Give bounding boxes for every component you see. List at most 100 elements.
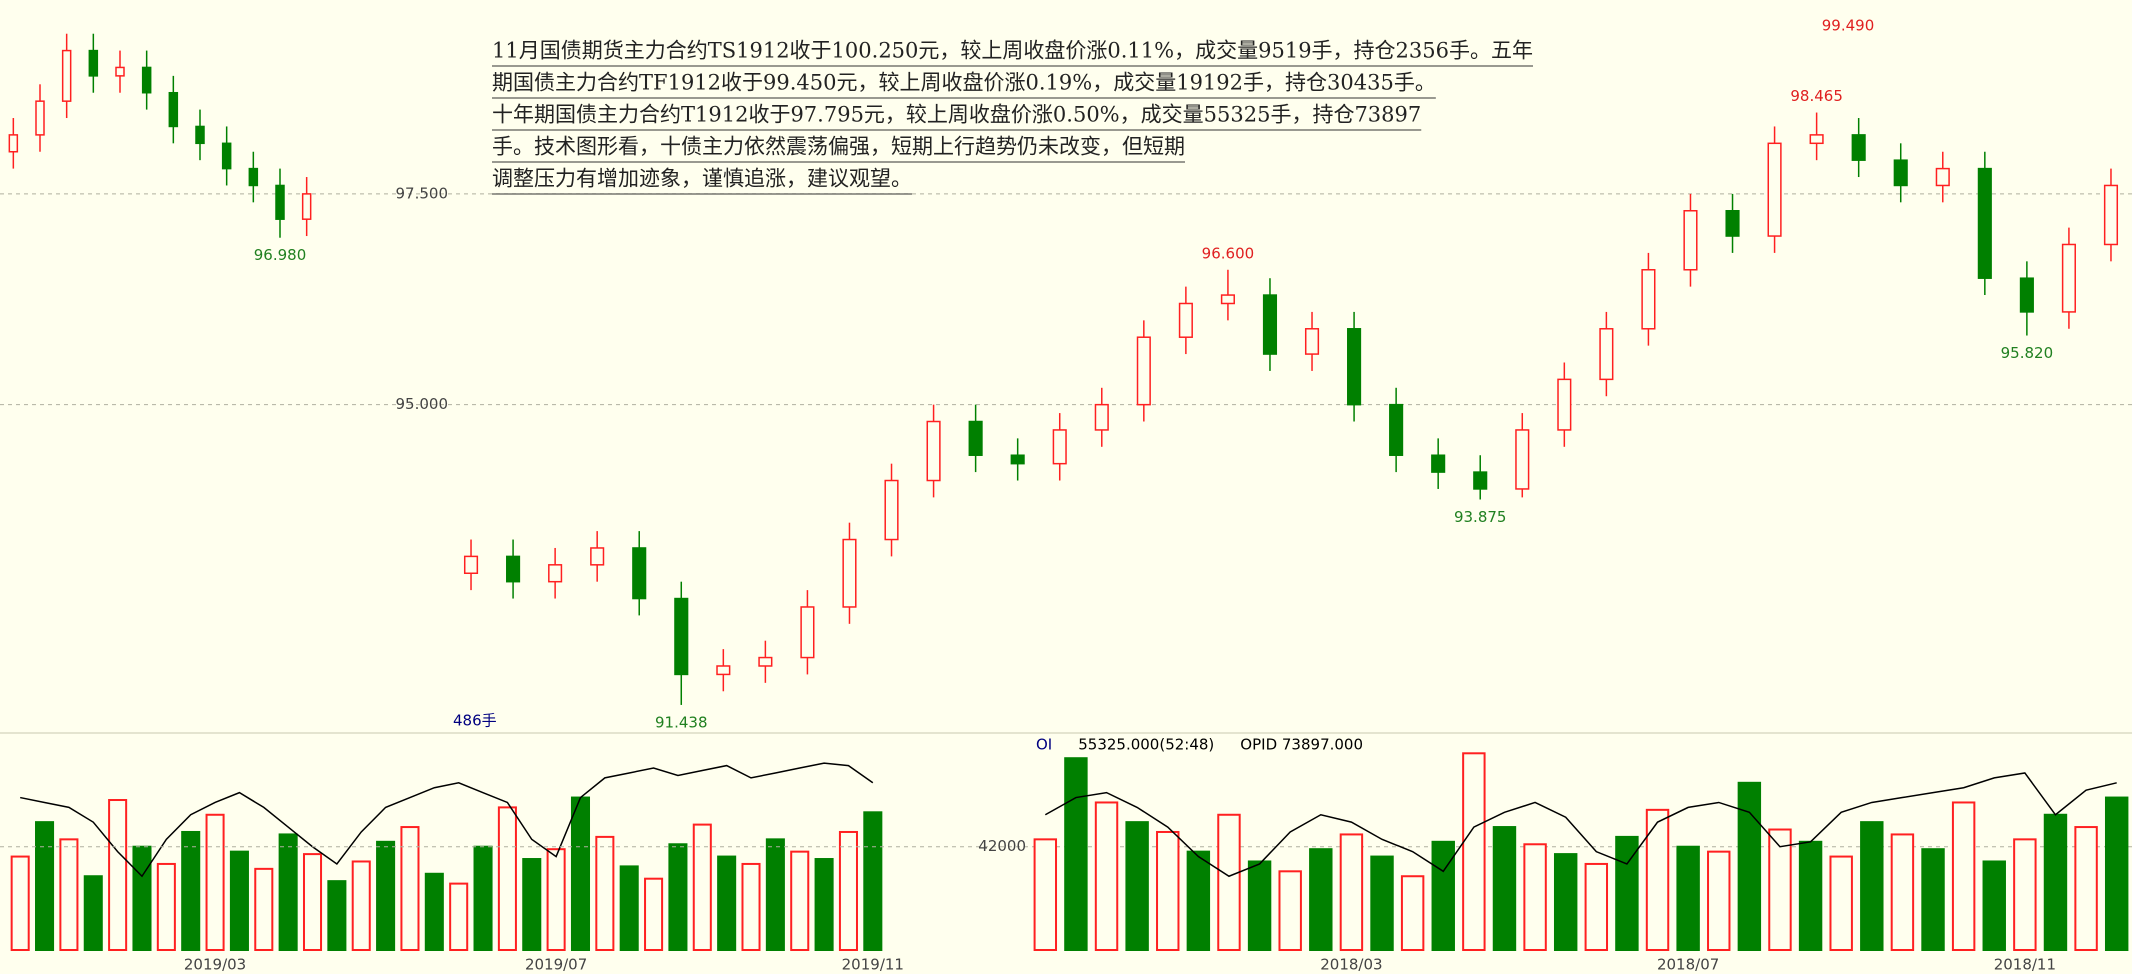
volume-bar (229, 850, 249, 951)
candle-body (1809, 134, 1824, 145)
indicator-header: OI (1036, 736, 1052, 754)
volume-bar (473, 845, 493, 952)
candle-body (221, 142, 232, 170)
volume-bar (1156, 830, 1180, 951)
volume-bar (570, 796, 591, 951)
candle-body (1725, 210, 1740, 237)
volume-bar (1217, 813, 1241, 951)
volume-bar (1737, 781, 1762, 951)
candle-body (195, 125, 205, 145)
candle-body (2103, 184, 2119, 246)
candle-body (115, 66, 125, 77)
volume-bar (1768, 828, 1792, 951)
volume-bar (522, 858, 542, 952)
volume-bar (1064, 757, 1088, 952)
x-tick-label: 2019/11 (842, 956, 904, 974)
volume-bar (2043, 813, 2068, 951)
candle-body (1557, 378, 1572, 431)
candle-body (632, 547, 647, 600)
volume-bar (644, 877, 664, 951)
volume-bar (1553, 853, 1578, 952)
volume-bar (619, 865, 639, 952)
candle-body (1599, 328, 1614, 381)
volume-bar (35, 821, 55, 951)
candle-body (1893, 159, 1908, 187)
candle-body (1347, 328, 1362, 406)
candle-body (1767, 142, 1782, 237)
indicator-header: OPID 73897.000 (1240, 736, 1363, 754)
price-annotation: 98.465 (1790, 87, 1843, 105)
volume-bar (1462, 752, 1486, 952)
commentary-line: 十年期国债主力合约T1912收于97.795元，较上周收盘价涨0.50%，成交量… (492, 103, 1421, 127)
price-annotation: 95.820 (2001, 344, 2054, 362)
candle-body (1641, 269, 1656, 330)
candle-body (1515, 429, 1530, 490)
candle-body (716, 665, 731, 676)
candle-body (141, 66, 152, 94)
candle-body (884, 479, 899, 541)
commentary-line: 手。技术图形看，十债主力依然震荡偏强，短期上行趋势仍未改变，但短期 (492, 135, 1185, 159)
volume-bar (205, 813, 225, 951)
open-interest-line (1044, 772, 2117, 878)
y-tick-label: 95.000 (396, 395, 449, 413)
price-annotation: 93.875 (1454, 508, 1507, 526)
candle-body (2019, 277, 2034, 313)
candle-body (1220, 294, 1235, 305)
volume-bar (497, 806, 517, 952)
candle-body (1431, 454, 1446, 473)
volume-bar (668, 843, 688, 951)
volume-bar (1400, 875, 1425, 951)
volume-bar (278, 833, 298, 952)
candle-body (463, 555, 479, 575)
candle-body (800, 606, 815, 659)
candle-body (1010, 454, 1025, 465)
candle-body (590, 547, 605, 566)
volume-bar (1584, 862, 1609, 951)
candle-body (1935, 167, 1950, 187)
candle-body (1683, 210, 1698, 271)
volume-bar (1370, 855, 1394, 951)
candle-body (1473, 471, 1488, 490)
volume-bar (1186, 850, 1211, 951)
volume-bar (741, 862, 761, 951)
candle-body (1094, 403, 1109, 431)
commentary-line: 期国债主力合约TF1912收于99.450元，较上周收盘价涨0.19%，成交量1… (492, 71, 1436, 95)
price-annotation: 91.438 (655, 713, 708, 731)
volume-bar (838, 830, 858, 951)
candle-body (758, 656, 773, 667)
volume-bar (1431, 840, 1455, 951)
volume-bar (59, 838, 79, 952)
volume-bar (1339, 833, 1364, 952)
volume-bar (1523, 843, 1547, 951)
candle-body (2061, 243, 2076, 313)
volume-bar (1615, 835, 1639, 951)
candle-body (8, 134, 19, 153)
price-annotation: 96.600 (1202, 244, 1255, 262)
candle-body (506, 555, 521, 583)
volume-bar (790, 850, 810, 951)
volume-bar (424, 872, 444, 952)
volume-bar (108, 799, 128, 952)
volume-bar (546, 848, 566, 951)
commentary-line: 调整压力有增加迹象，谨慎追涨，建议观望。 (492, 167, 912, 191)
x-tick-label: 2019/03 (184, 956, 246, 974)
commentary-line: 11月国债期货主力合约TS1912收于100.250元，较上周收盘价涨0.11%… (492, 39, 1533, 63)
price-annotation: 99.490 (1822, 17, 1875, 35)
volume-bar (1951, 801, 1976, 951)
volume-bar (376, 840, 396, 951)
x-tick-label: 2018/07 (1657, 956, 1719, 974)
candle-body (35, 100, 45, 136)
candle-body (1977, 167, 1992, 279)
volume-bar (1798, 840, 1823, 951)
volume-bar (327, 880, 347, 952)
candle-body (1262, 294, 1278, 355)
volume-bar (2013, 838, 2037, 952)
volume-bar (1492, 826, 1517, 952)
volume-bar (1278, 870, 1302, 951)
candle-body (168, 91, 179, 128)
volume-bar (717, 855, 737, 951)
candle-body (548, 564, 563, 583)
volume-bar (351, 860, 371, 952)
indicator-header: 55325.000(52:48) (1078, 736, 1214, 754)
candle-body (968, 420, 983, 456)
